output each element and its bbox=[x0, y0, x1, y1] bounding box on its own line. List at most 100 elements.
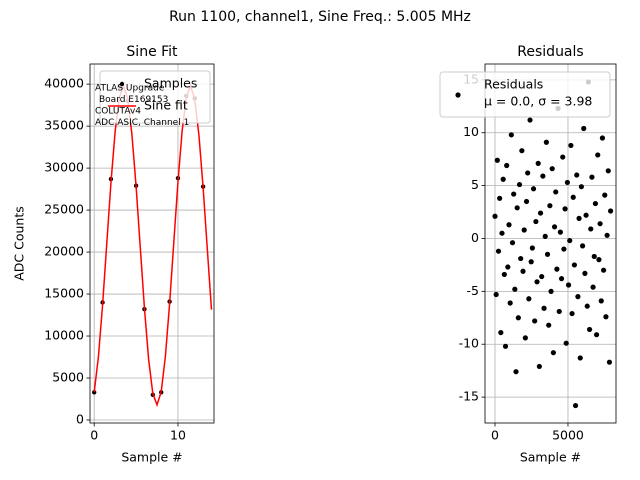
point bbox=[547, 203, 553, 209]
plot-area bbox=[492, 79, 614, 409]
point bbox=[564, 179, 570, 186]
point bbox=[494, 157, 500, 163]
y-axis-label: ADC Counts bbox=[12, 206, 27, 281]
x-axis-label: Sample # bbox=[520, 450, 581, 465]
point bbox=[546, 322, 552, 328]
point bbox=[514, 205, 520, 211]
point bbox=[526, 296, 532, 302]
point bbox=[549, 166, 555, 172]
suptitle: Run 1100, channel1, Sine Freq.: 5.005 MH… bbox=[169, 9, 471, 25]
point bbox=[501, 271, 507, 278]
legend-box bbox=[99, 70, 211, 124]
point bbox=[540, 173, 546, 179]
point bbox=[581, 125, 587, 132]
point bbox=[593, 332, 600, 338]
point bbox=[516, 181, 523, 188]
annotation: COLUTAv4 bbox=[95, 107, 141, 117]
x-tick-label: 0 bbox=[90, 428, 98, 443]
point bbox=[551, 224, 558, 230]
x-tick-label: 5000 bbox=[552, 428, 584, 443]
legend-box bbox=[439, 71, 611, 118]
point bbox=[499, 230, 505, 236]
axes-frame bbox=[484, 63, 617, 424]
point bbox=[603, 314, 609, 320]
point bbox=[532, 318, 538, 324]
point bbox=[541, 305, 547, 311]
point bbox=[520, 268, 526, 274]
point bbox=[495, 248, 502, 254]
plot-area bbox=[91, 83, 213, 408]
point bbox=[525, 170, 531, 176]
point bbox=[521, 227, 527, 233]
axes-title: Sine Fit bbox=[126, 44, 178, 60]
point bbox=[518, 255, 524, 262]
point bbox=[586, 326, 593, 333]
point bbox=[569, 310, 575, 317]
point bbox=[591, 253, 597, 260]
y-tick-label: 5 bbox=[471, 177, 479, 192]
annotation: ATLAS Upgrade bbox=[95, 84, 165, 94]
point bbox=[534, 279, 540, 285]
annotation: Board E169153 bbox=[99, 95, 168, 105]
point bbox=[523, 198, 530, 205]
x-axis-label: Sample # bbox=[121, 450, 182, 465]
point bbox=[590, 284, 596, 290]
point bbox=[602, 192, 608, 198]
point bbox=[508, 132, 514, 138]
y-tick-label: 20000 bbox=[44, 244, 84, 259]
point bbox=[513, 369, 519, 375]
point bbox=[536, 363, 542, 370]
point bbox=[530, 186, 537, 192]
point bbox=[550, 350, 556, 356]
y-tick-label: 10000 bbox=[44, 328, 84, 343]
point bbox=[604, 232, 610, 238]
point bbox=[571, 262, 578, 268]
point bbox=[582, 270, 588, 276]
point bbox=[595, 152, 601, 158]
point bbox=[529, 245, 535, 251]
point bbox=[583, 212, 589, 218]
fit-line bbox=[93, 83, 213, 408]
point bbox=[567, 237, 573, 244]
point bbox=[553, 189, 559, 195]
point bbox=[597, 221, 603, 227]
point bbox=[542, 233, 548, 239]
y-tick-label: -5 bbox=[467, 283, 479, 298]
legend-label: Sine fit bbox=[144, 98, 188, 113]
point bbox=[498, 329, 504, 336]
point bbox=[607, 208, 614, 214]
point bbox=[533, 218, 539, 225]
point bbox=[561, 246, 567, 252]
point bbox=[563, 340, 569, 346]
point bbox=[600, 267, 607, 273]
y-tick-label: 5000 bbox=[52, 369, 84, 384]
point bbox=[543, 139, 549, 145]
point bbox=[579, 243, 586, 249]
point bbox=[570, 194, 576, 200]
legend-note: μ = 0.0, σ = 3.98 bbox=[484, 94, 592, 109]
axes-frame bbox=[89, 63, 215, 424]
legend-label: Residuals bbox=[484, 77, 543, 92]
point bbox=[535, 160, 541, 166]
y-tick-label: 0 bbox=[76, 411, 84, 426]
point bbox=[506, 222, 512, 228]
y-tick-label: -15 bbox=[459, 389, 479, 404]
point bbox=[557, 229, 563, 235]
point bbox=[558, 276, 565, 282]
point bbox=[575, 294, 581, 300]
y-tick-label: 15000 bbox=[44, 286, 84, 301]
point bbox=[574, 172, 580, 178]
legend-marker bbox=[119, 81, 125, 87]
point bbox=[507, 300, 513, 306]
point bbox=[500, 176, 506, 182]
x-tick-label: 0 bbox=[491, 428, 499, 443]
point bbox=[556, 308, 562, 315]
y-tick-label: 10 bbox=[463, 124, 479, 139]
point bbox=[605, 168, 611, 174]
point bbox=[497, 195, 503, 201]
x-tick-label: 10 bbox=[170, 428, 186, 443]
legend-label: Samples bbox=[144, 76, 197, 91]
point bbox=[576, 215, 582, 221]
point bbox=[504, 162, 510, 169]
